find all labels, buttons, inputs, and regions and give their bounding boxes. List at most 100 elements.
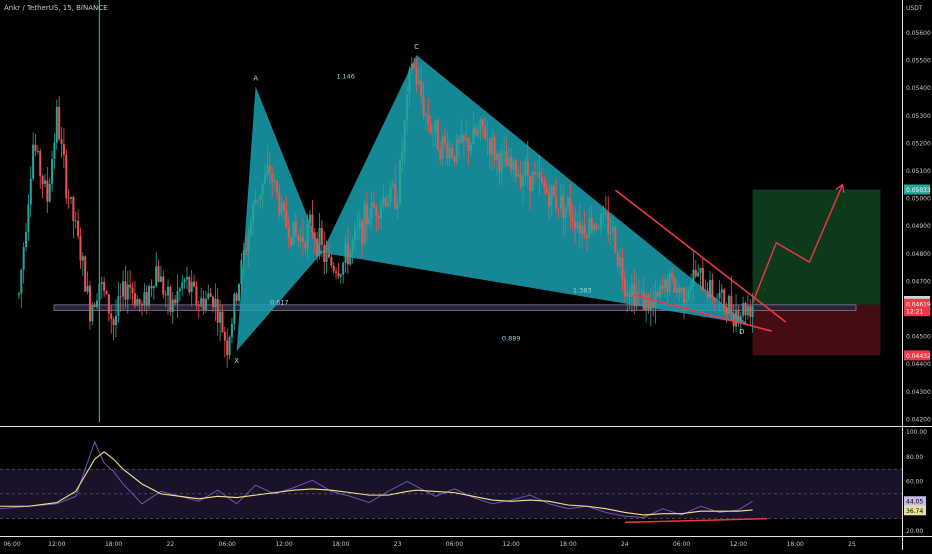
position-box: [752, 189, 881, 356]
candle-body: [526, 161, 529, 176]
candle-body: [323, 245, 326, 262]
candle-body: [436, 120, 439, 151]
candle-body: [363, 204, 366, 244]
candle-body: [590, 217, 593, 231]
candle-body: [462, 134, 465, 141]
candle-body: [396, 203, 399, 209]
candle-body: [621, 257, 624, 280]
candle-body: [72, 196, 75, 222]
candle-body: [552, 185, 555, 197]
price-tick-label: 0.05400: [906, 85, 931, 92]
candle-body: [79, 236, 82, 261]
rsi-trendline: [624, 517, 767, 524]
ratio-label: 1.146: [336, 73, 355, 81]
candle-body: [458, 139, 461, 143]
candle-body: [640, 291, 643, 293]
candle-body: [88, 285, 91, 322]
candle-body: [562, 195, 565, 219]
candle-body: [673, 277, 676, 293]
candle-body: [294, 221, 297, 236]
candle-body: [273, 181, 276, 183]
candle-body: [368, 218, 371, 225]
candle-body: [652, 301, 655, 307]
candle-body: [335, 271, 338, 274]
candle-body: [105, 290, 108, 295]
candle-body: [602, 213, 605, 215]
candle-body: [725, 307, 728, 315]
candle-body: [498, 153, 501, 172]
pattern-point-A: A: [253, 75, 258, 83]
candle-body: [313, 232, 316, 239]
candle-body: [174, 299, 177, 304]
candle-body: [330, 257, 333, 266]
candle-body: [200, 298, 203, 307]
candle-body: [709, 279, 711, 298]
candle-body: [635, 291, 638, 307]
candle-body: [559, 195, 562, 209]
price-tick-label: 0.05500: [906, 58, 931, 65]
candle-body: [391, 183, 394, 186]
candle-body: [148, 285, 151, 306]
candle-body: [645, 294, 648, 311]
candle-body: [441, 135, 444, 159]
candle-body: [110, 313, 113, 320]
candle-body: [354, 228, 356, 240]
candle-body: [694, 269, 697, 277]
time-tick-label: 12:00: [48, 541, 65, 548]
candle-body: [685, 299, 688, 303]
candle-body: [145, 292, 148, 306]
candle-body: [564, 206, 567, 219]
candle-body: [249, 221, 252, 236]
candle-body: [351, 239, 354, 250]
candle-body: [687, 290, 690, 300]
candle-body: [221, 311, 224, 333]
time-tick-label: 06:00: [446, 541, 463, 548]
candle-body: [704, 290, 707, 291]
candle-body: [638, 291, 640, 293]
price-badge-label: 0.05033: [906, 187, 931, 194]
candle-body: [749, 306, 752, 317]
candle-body: [496, 153, 498, 160]
candle-body: [242, 250, 245, 260]
candle-body: [538, 172, 541, 177]
chart-title: Ankr / TetherUS, 15, BINANCE: [4, 4, 108, 12]
candle-body: [486, 139, 489, 140]
candle-body: [252, 203, 255, 222]
candle-body: [34, 144, 37, 152]
candle-body: [204, 298, 207, 310]
candle-body: [656, 292, 659, 297]
candle-body: [451, 147, 454, 157]
candle-body: [609, 232, 612, 234]
candle-body: [290, 237, 293, 246]
time-tick-label: 22: [167, 541, 175, 548]
candle-body: [188, 277, 191, 293]
candle-body: [401, 151, 404, 160]
candle-body: [493, 137, 496, 160]
candle-body: [70, 196, 72, 199]
candle-body: [398, 159, 401, 204]
price-tick-label: 0.04700: [906, 278, 931, 285]
candle-body: [84, 256, 87, 292]
candle-body: [190, 281, 193, 293]
candle-body: [17, 293, 20, 296]
candle-body: [212, 296, 214, 308]
candle-body: [429, 123, 432, 133]
price-tick-label: 0.04200: [906, 416, 931, 423]
candle-body: [46, 180, 49, 202]
candle-body: [604, 213, 607, 215]
candles: [17, 0, 754, 423]
candle-body: [138, 299, 141, 304]
candle-body: [280, 203, 283, 215]
candle-body: [682, 287, 685, 303]
time-tick-label: 24: [621, 541, 629, 548]
candle-body: [32, 144, 35, 179]
candle-body: [202, 298, 205, 310]
candle-body: [131, 287, 134, 294]
candle-body: [107, 294, 110, 314]
candle-body: [141, 303, 143, 306]
candle-body: [301, 236, 304, 243]
candle-body: [197, 305, 200, 307]
